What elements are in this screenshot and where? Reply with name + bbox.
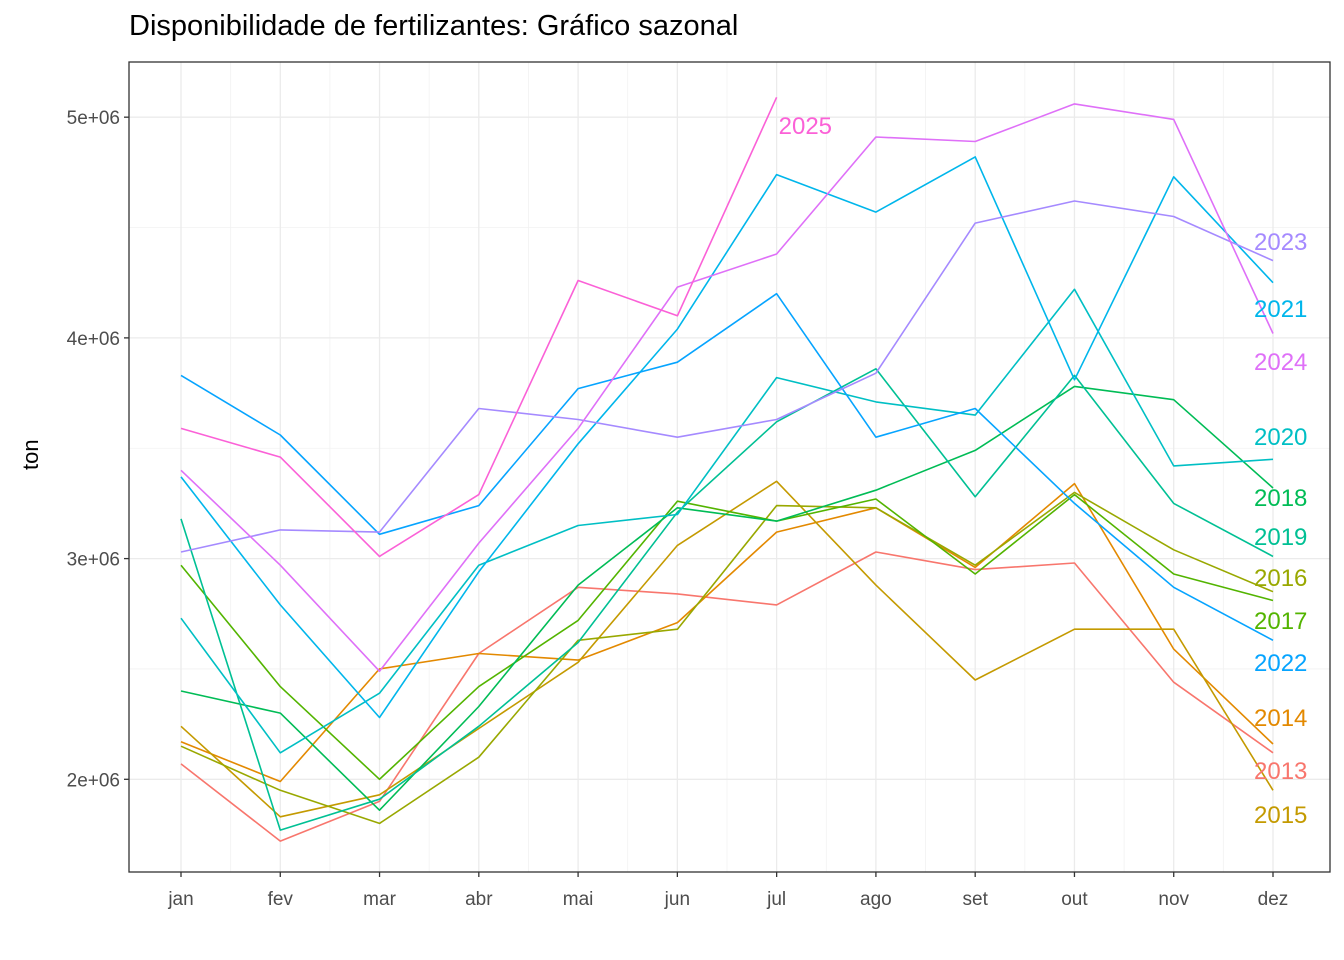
series-label-2017: 2017 [1254, 608, 1307, 635]
series-label-2021: 2021 [1254, 296, 1307, 323]
x-tick-label: dez [1258, 889, 1289, 910]
x-axis-ticks: jan fev mar abr mai jun jul ago set out nov dez [167, 872, 1288, 910]
series-line-2023 [180, 200, 1274, 553]
x-tick-label: mar [363, 889, 396, 910]
series-lines [180, 96, 1274, 842]
chart-title: Disponibilidade de fertilizantes: Gráfic… [129, 10, 739, 42]
y-tick-label: 4e+06 [67, 329, 120, 350]
x-tick-label: jul [766, 889, 786, 910]
x-tick-label: set [963, 889, 989, 910]
y-tick-label: 5e+06 [67, 108, 120, 129]
panel-border [128, 61, 1331, 873]
series-line-2014 [180, 482, 1274, 783]
x-tick-label: ago [860, 889, 892, 910]
y-tick-label: 2e+06 [67, 770, 120, 791]
series-line-2015 [180, 480, 1274, 818]
series-label-2023: 2023 [1254, 229, 1307, 256]
series-line-2025 [180, 96, 778, 558]
y-axis-ticks: 2e+06 3e+06 4e+06 5e+06 [67, 108, 129, 791]
series-line-2018 [180, 385, 1274, 812]
series-label-2025: 2025 [779, 113, 832, 140]
series-label-2015: 2015 [1254, 802, 1307, 829]
x-tick-label: out [1061, 889, 1088, 910]
series-label-2018: 2018 [1254, 485, 1307, 512]
x-tick-label: abr [465, 889, 493, 910]
series-label-2020: 2020 [1254, 424, 1307, 451]
x-tick-label: jun [664, 889, 690, 910]
series-label-2014: 2014 [1254, 705, 1307, 732]
series-label-2016: 2016 [1254, 565, 1307, 592]
series-label-2019: 2019 [1254, 524, 1307, 551]
series-line-2019 [180, 367, 1274, 831]
series-label-2024: 2024 [1254, 349, 1307, 376]
grid-minor [129, 62, 1330, 872]
x-tick-label: fev [268, 889, 294, 910]
series-label-2013: 2013 [1254, 758, 1307, 785]
series-line-2021 [180, 156, 1274, 719]
series-line-2013 [180, 551, 1274, 842]
series-line-2020 [180, 288, 1274, 754]
series-line-2022 [180, 292, 1274, 642]
series-labels: 2013 2014 2015 2016 2017 2018 2019 2020 2021 2022… [779, 113, 1308, 829]
grid-major [129, 62, 1330, 872]
x-tick-label: nov [1158, 889, 1189, 910]
y-tick-label: 3e+06 [67, 550, 120, 571]
series-line-2016 [180, 491, 1274, 825]
series-line-2024 [180, 103, 1274, 673]
x-tick-label: mai [563, 889, 594, 910]
series-line-2017 [180, 493, 1274, 781]
x-tick-label: jan [167, 889, 193, 910]
series-label-2022: 2022 [1254, 650, 1307, 677]
